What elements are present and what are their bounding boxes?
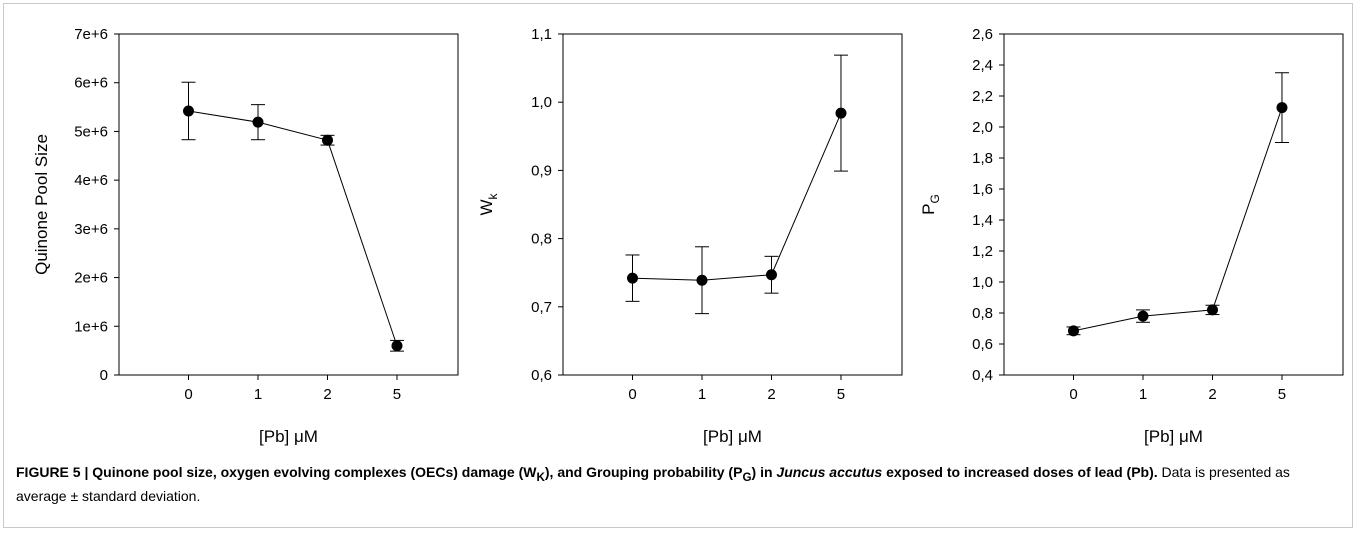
figure-caption: FIGURE 5 | Quinone pool size, oxygen evo… [16, 463, 1336, 506]
y-tick-label: 2e+6 [74, 270, 108, 287]
y-tick-label: 1,1 [531, 26, 552, 43]
y-axis-title: PG [919, 194, 942, 215]
y-tick-label: 0 [100, 367, 108, 384]
y-tick-label: 2,4 [972, 57, 993, 74]
data-point [182, 105, 194, 117]
y-axis-title: Wk [477, 192, 500, 215]
y-tick-label: 1,2 [972, 243, 993, 260]
caption-plain: Data is presented as average ± standard … [16, 464, 1290, 504]
y-axis-title: Quinone Pool Size [32, 134, 51, 275]
y-tick-label: 0,9 [531, 162, 552, 179]
series-line [632, 112, 842, 281]
chart-panel-2: 0,6 0,7 0,8 0,9 1,0 1,1 0 1 2 5 [Pb] μM Wk [477, 26, 903, 446]
data-point [1206, 304, 1218, 316]
y-tick-label: 1,4 [972, 212, 993, 229]
y-tick-label: 5e+6 [74, 123, 108, 140]
data-point [765, 269, 777, 281]
series-line [1073, 107, 1283, 332]
x-tick-label: 5 [1278, 386, 1286, 403]
caption-bold-2: ), and Grouping probability (P [544, 464, 743, 480]
chart-panel-3: 0,4 0,6 0,8 1,0 1,2 1,4 1,6 1,8 2,0 2,2 2,4 2,6 0 1 2 5… [919, 26, 1344, 446]
series-line [188, 110, 398, 346]
y-tick-label: 6e+6 [74, 75, 108, 92]
data-point [391, 340, 403, 352]
x-tick-label: 1 [1139, 386, 1147, 403]
x-tick-label: 2 [767, 386, 775, 403]
y-tick-label: 0,8 [972, 305, 993, 322]
y-tick-label: 7e+6 [74, 26, 108, 43]
data-point [696, 274, 708, 286]
data-point [321, 134, 333, 146]
figure-frame [3, 3, 1353, 528]
x-tick-label: 1 [254, 386, 262, 403]
y-tick-label: 0,7 [531, 299, 552, 316]
y-tick-label: 0,6 [972, 336, 993, 353]
x-tick-label: 0 [1069, 386, 1077, 403]
x-tick-label: 0 [628, 386, 636, 403]
data-point [626, 272, 638, 284]
plot-frame [562, 33, 903, 376]
y-tick-label: 2,6 [972, 26, 993, 43]
x-tick-label: 0 [184, 386, 192, 403]
y-tick-label: 1,0 [531, 94, 552, 111]
caption-species: Juncus accutus [776, 464, 883, 480]
x-tick-label: 1 [698, 386, 706, 403]
x-tick-label: 5 [837, 386, 845, 403]
plot-frame [118, 33, 459, 376]
chart-panel-1: 0 1e+6 2e+6 3e+6 4e+6 5e+6 6e+6 7e+6 0 1 2 5 [Pb] μM… [32, 26, 459, 446]
y-tick-label: 1,0 [972, 274, 993, 291]
data-point [1137, 310, 1149, 322]
caption-bold-4: exposed to increased doses of lead (Pb). [882, 464, 1158, 480]
y-tick-label: 1,8 [972, 150, 993, 167]
data-point [252, 116, 264, 128]
x-axis-title: [Pb] μM [703, 427, 762, 446]
y-tick-label: 1,6 [972, 181, 993, 198]
x-tick-label: 5 [393, 386, 401, 403]
caption-bold-2-sub: G [742, 470, 752, 484]
y-tick-label: 4e+6 [74, 172, 108, 189]
y-tick-label: 3e+6 [74, 221, 108, 238]
y-tick-label: 0,4 [972, 367, 993, 384]
y-tick-label: 1e+6 [74, 318, 108, 335]
y-tick-label: 2,0 [972, 119, 993, 136]
x-tick-label: 2 [1208, 386, 1216, 403]
plot-frame [1003, 33, 1344, 376]
y-tick-label: 0,8 [531, 231, 552, 248]
x-axis-title: [Pb] μM [1144, 427, 1203, 446]
caption-bold-3: ) in [751, 464, 777, 480]
caption-bold-1-sub: K [536, 470, 545, 484]
data-point [835, 107, 847, 119]
data-point [1067, 325, 1079, 337]
caption-bold-1: FIGURE 5 | Quinone pool size, oxygen evo… [16, 464, 537, 480]
x-tick-label: 2 [323, 386, 331, 403]
x-axis-title: [Pb] μM [259, 427, 318, 446]
y-tick-label: 2,2 [972, 88, 993, 105]
y-tick-label: 0,6 [531, 367, 552, 384]
data-point [1276, 102, 1288, 114]
